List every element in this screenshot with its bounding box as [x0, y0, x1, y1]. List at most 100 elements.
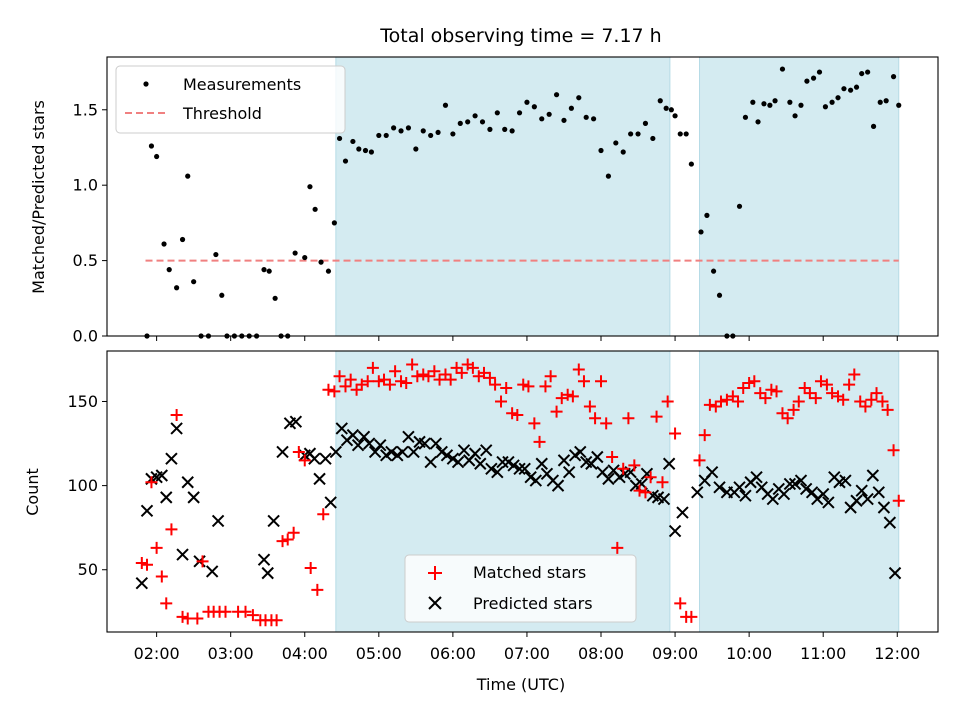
predicted-point — [877, 501, 891, 514]
measurement-point — [479, 119, 486, 125]
predicted-point — [794, 474, 808, 487]
measurement-point — [568, 105, 574, 111]
measurement-point — [755, 119, 761, 125]
matched-point — [270, 614, 283, 627]
matched-point — [450, 361, 463, 374]
matched-point — [622, 412, 635, 425]
x-axis-label: Time (UTC) — [476, 675, 565, 694]
measurement-point — [877, 99, 883, 105]
predicted-point — [480, 444, 493, 457]
matched-point — [333, 370, 346, 383]
predicted-point — [739, 489, 752, 502]
predicted-point — [457, 444, 471, 457]
predicted-point — [362, 437, 376, 450]
measurement-point — [318, 259, 324, 265]
predicted-point — [402, 430, 415, 444]
predicted-point — [551, 479, 565, 492]
predicted-point — [705, 465, 719, 479]
matched-point — [674, 597, 687, 610]
matched-point — [322, 383, 335, 396]
matched-point — [685, 610, 698, 623]
measurement-point — [266, 268, 272, 274]
matched-point — [428, 365, 441, 378]
measurement-point — [302, 254, 308, 261]
predicted-point — [839, 474, 852, 487]
measurement-point — [859, 70, 865, 77]
matched-point — [748, 375, 761, 388]
top-shaded-interval-1 — [699, 56, 900, 337]
matched-point — [533, 435, 546, 448]
measurement-point — [368, 149, 375, 155]
measurement-point — [336, 135, 343, 142]
legend-measurements-label: Measurements — [183, 75, 301, 94]
predicted-point — [429, 437, 443, 450]
measurement-point — [531, 104, 537, 110]
matched-point — [160, 597, 173, 610]
matched-point — [135, 557, 148, 570]
measurement-point — [553, 92, 560, 98]
measurement-point — [657, 98, 663, 104]
measurement-point — [663, 105, 669, 111]
bottom-y-axis: 50 100 150 — [67, 392, 107, 579]
predicted-point — [170, 422, 183, 435]
matched-point — [383, 378, 396, 391]
predicted-point — [883, 516, 897, 529]
measurement-point — [804, 78, 810, 84]
measurement-point — [829, 99, 835, 105]
x-tick-label: 07:00 — [504, 644, 550, 663]
matched-point — [606, 451, 619, 464]
measurement-point — [598, 147, 604, 154]
x-tick-label: 12:00 — [874, 644, 920, 663]
measurement-point — [883, 98, 889, 104]
matched-point — [714, 395, 727, 408]
matched-point — [145, 476, 158, 489]
x-tick-label: 10:00 — [726, 644, 772, 663]
predicted-point — [888, 566, 902, 580]
matched-point — [583, 400, 596, 413]
matched-point — [281, 533, 294, 546]
measurement-point — [635, 131, 641, 137]
predicted-point — [805, 486, 819, 499]
predicted-point — [485, 462, 498, 475]
matched-point — [595, 375, 608, 388]
x-axis: 02:00 03:00 04:00 05:00 06:00 07:00 08:00 09:00… — [134, 632, 920, 663]
matched-point — [809, 392, 822, 405]
measurement-point — [779, 66, 786, 72]
measurement-point — [213, 251, 219, 258]
predicted-point — [535, 457, 548, 470]
bottom-legend: Matched stars Predicted stars — [404, 554, 637, 623]
measurement-point — [350, 138, 356, 145]
predicted-point — [872, 486, 885, 499]
legend-measurements-marker — [143, 81, 149, 87]
matched-point — [165, 523, 178, 536]
predicted-point — [474, 457, 487, 470]
predicted-point — [211, 514, 225, 528]
top-legend: Measurements Threshold — [115, 65, 346, 134]
predicted-point — [267, 514, 280, 528]
predicted-point — [335, 422, 348, 435]
measurement-point — [509, 128, 515, 134]
matched-point — [528, 417, 541, 430]
measurement-point — [896, 102, 902, 108]
predicted-point — [518, 462, 531, 475]
matched-point — [892, 494, 905, 507]
predicted-point — [788, 477, 802, 491]
measurement-point — [698, 229, 704, 235]
bottom-y-tick-label: 50 — [78, 560, 98, 579]
matched-point — [628, 459, 641, 472]
measurement-point — [442, 102, 449, 108]
top-x-tick-marks — [156, 336, 898, 341]
measurement-point — [154, 153, 160, 160]
predicted-point — [855, 484, 868, 497]
predicted-point — [691, 486, 704, 499]
matched-point — [417, 368, 430, 381]
measurement-point — [772, 98, 778, 104]
predicted-point — [140, 504, 154, 518]
measurement-point — [174, 285, 180, 291]
measurement-point — [420, 128, 426, 134]
bottom-y-tick-label: 150 — [67, 392, 98, 411]
measurement-point — [494, 110, 500, 116]
matched-point — [781, 412, 794, 425]
matched-point — [287, 526, 300, 539]
measurement-point — [742, 114, 749, 120]
